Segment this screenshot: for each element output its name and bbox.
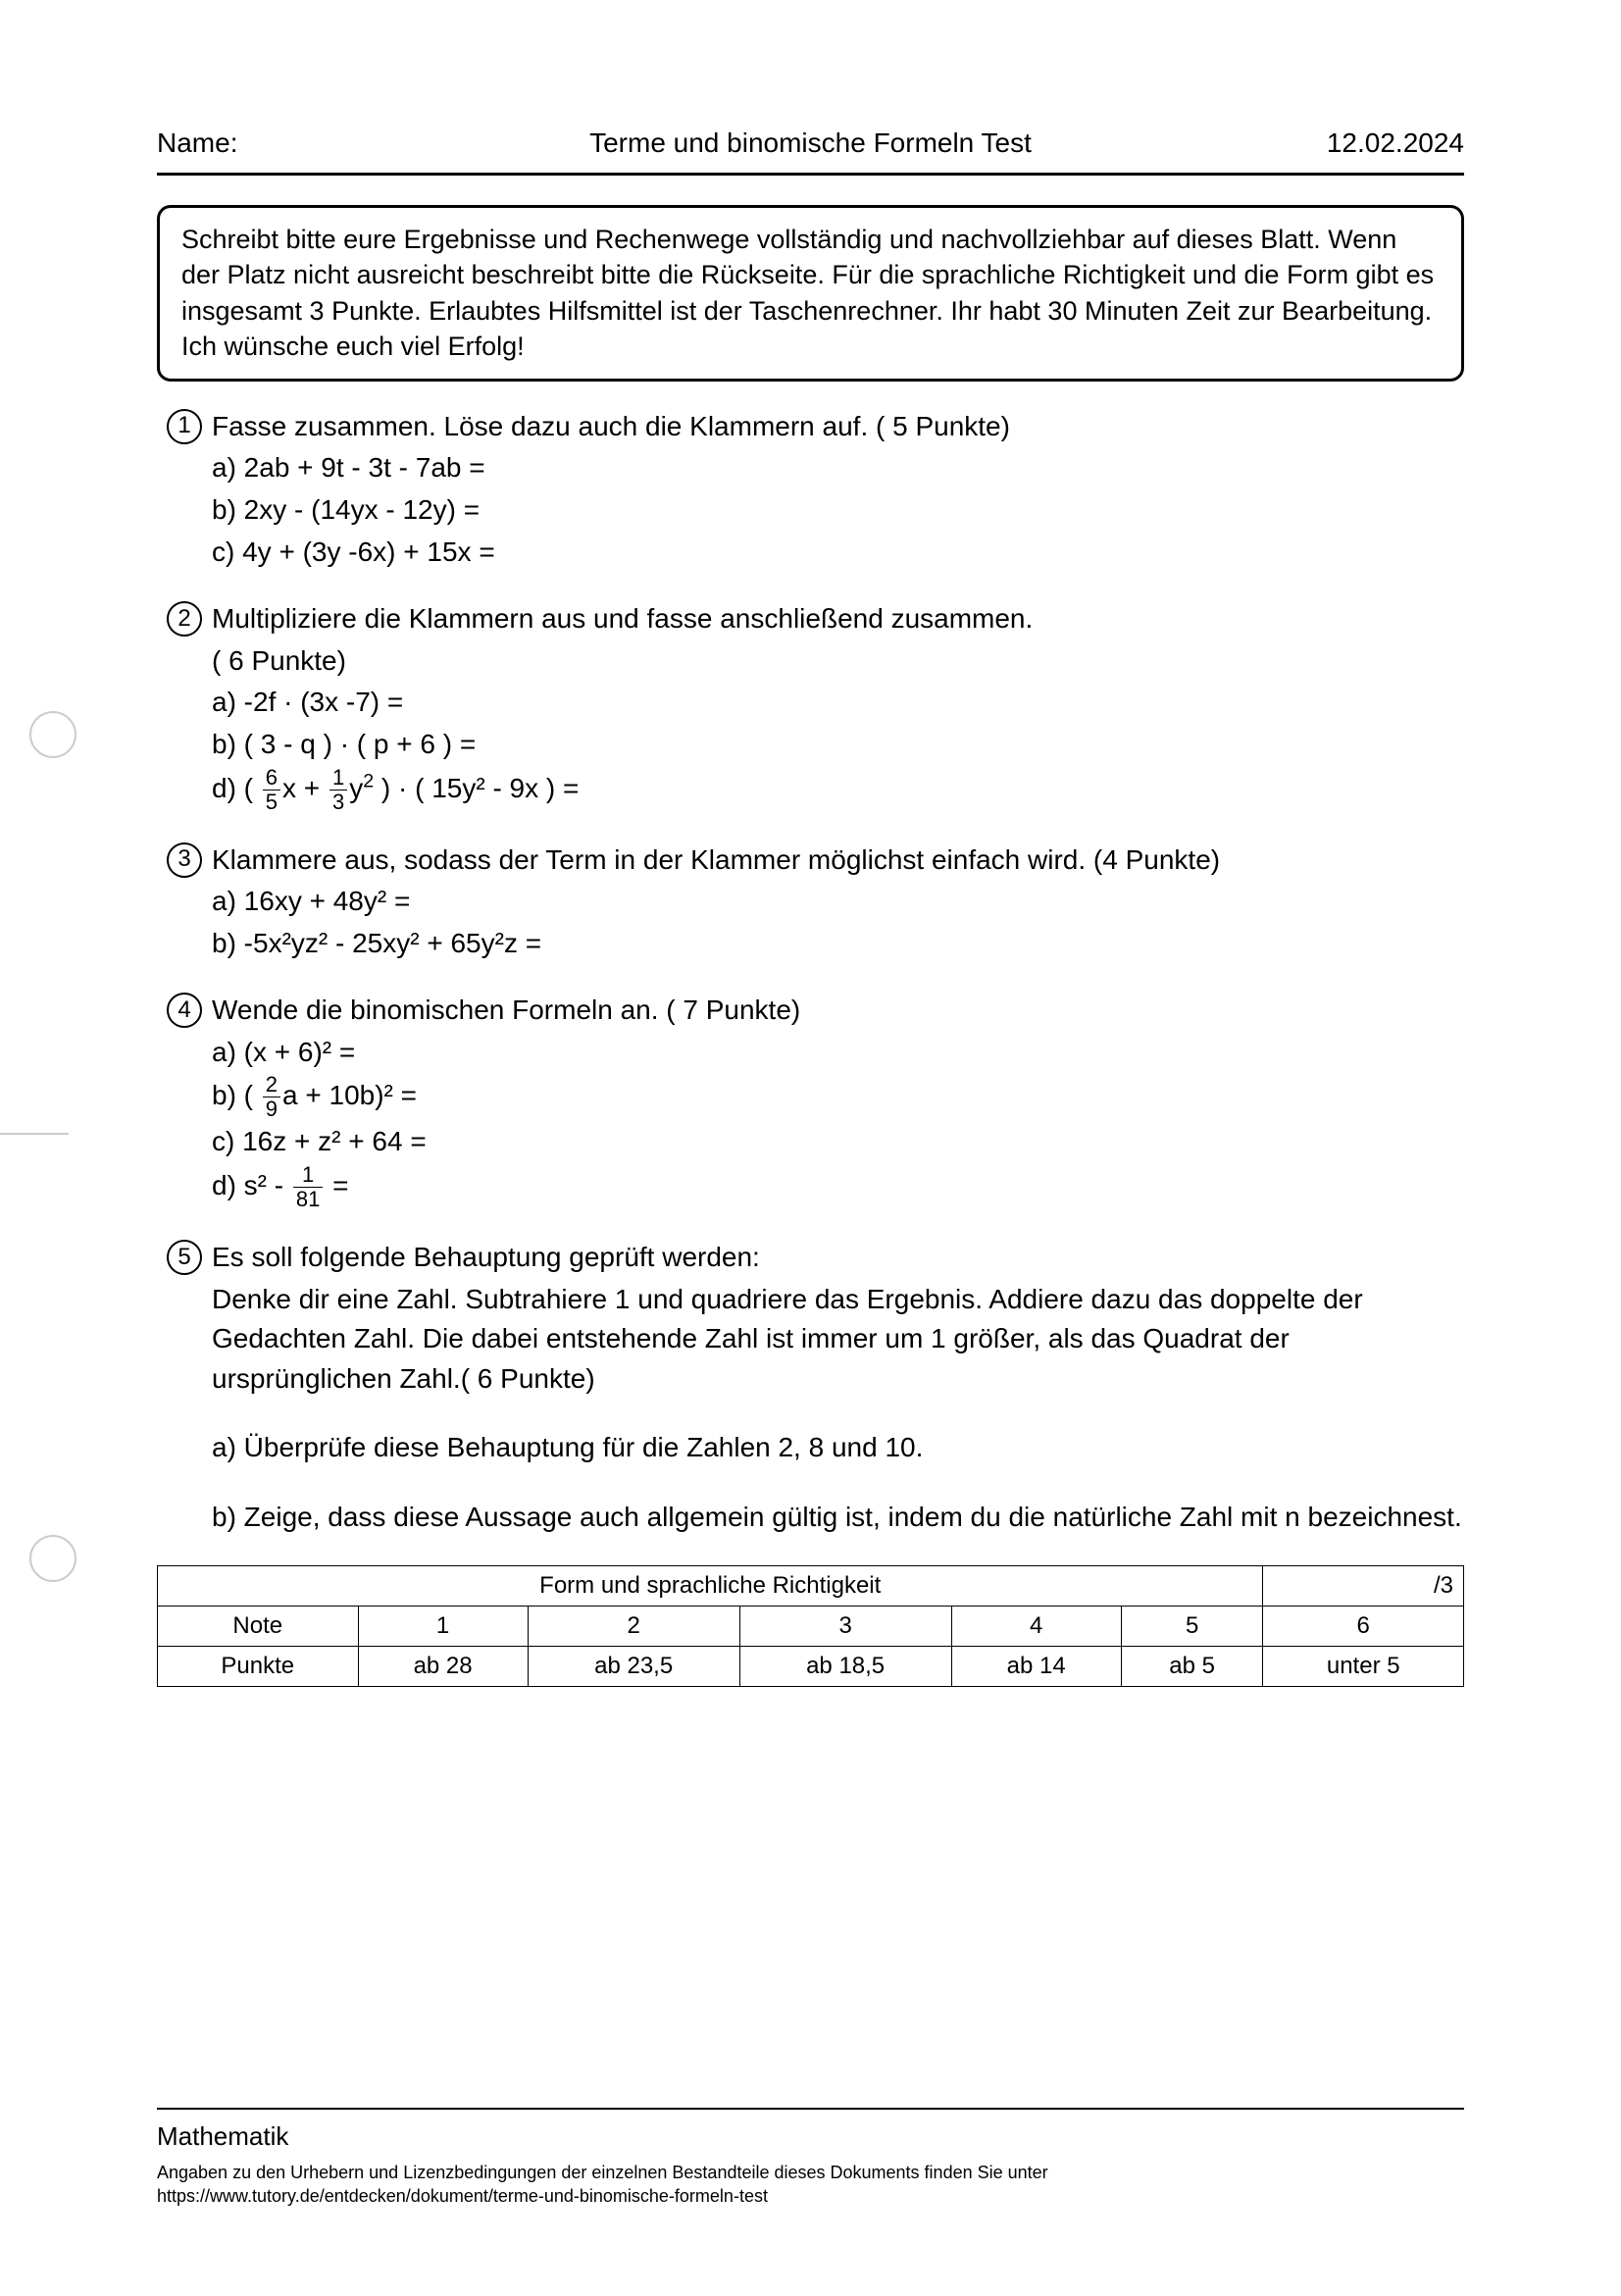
grade-cell: 2 [528, 1606, 739, 1646]
text: b) ( [212, 1080, 261, 1110]
text: ) · ( 15y² - 9x ) = [374, 772, 579, 802]
grade-cell: 3 [739, 1606, 951, 1646]
threshold-cell: ab 28 [358, 1646, 528, 1686]
frac-den: 9 [263, 1097, 280, 1120]
threshold-cell: ab 18,5 [739, 1646, 951, 1686]
task-sub: a) 2ab + 9t - 3t - 7ab = [212, 448, 1464, 488]
task-sub: b) Zeige, dass diese Aussage auch allgem… [212, 1498, 1464, 1538]
task-prompt-points: ( 6 Punkte) [212, 641, 1464, 682]
task-number: 5 [157, 1238, 212, 1540]
row-label: Punkte [158, 1646, 359, 1686]
grade-cell: 1 [358, 1606, 528, 1646]
task-number: 3 [157, 841, 212, 966]
task-sub: b) -5x²yz² - 25xy² + 65y²z = [212, 924, 1464, 964]
task-body: Klammere aus, sodass der Term in der Kla… [212, 841, 1464, 966]
fraction: 29 [263, 1074, 280, 1120]
form-label: Form und sprachliche Richtigkeit [158, 1565, 1263, 1606]
attrib-url: https://www.tutory.de/entdecken/dokument… [157, 2185, 1464, 2208]
task-prompt: Es soll folgende Behauptung geprüft werd… [212, 1238, 1464, 1278]
task-prompt: Klammere aus, sodass der Term in der Kla… [212, 841, 1464, 881]
table-row: Note 1 2 3 4 5 6 [158, 1606, 1464, 1646]
grade-cell: 4 [951, 1606, 1121, 1646]
task-number-circle: 3 [167, 842, 202, 878]
attrib-line: Angaben zu den Urhebern und Lizenzbeding… [157, 2162, 1464, 2184]
instructions-box: Schreibt bitte eure Ergebnisse und Reche… [157, 205, 1464, 382]
task-sub: a) (x + 6)² = [212, 1033, 1464, 1073]
task-5: 5 Es soll folgende Behauptung geprüft we… [157, 1238, 1464, 1540]
task-number-circle: 2 [167, 601, 202, 637]
page-title: Terme und binomische Formeln Test [483, 128, 1138, 159]
task-prompt: Fasse zusammen. Löse dazu auch die Klamm… [212, 407, 1464, 447]
task-number-circle: 5 [167, 1240, 202, 1275]
task-1: 1 Fasse zusammen. Löse dazu auch die Kla… [157, 407, 1464, 574]
task-prompt: Multipliziere die Klammern aus und fasse… [212, 599, 1464, 639]
task-2: 2 Multipliziere die Klammern aus und fas… [157, 599, 1464, 814]
frac-num: 1 [293, 1164, 323, 1188]
punch-hole-top [29, 711, 76, 758]
exponent: 2 [363, 770, 374, 791]
task-sub: c) 4y + (3y -6x) + 15x = [212, 533, 1464, 573]
frac-num: 1 [329, 767, 347, 791]
task-body-text: Denke dir eine Zahl. Subtrahiere 1 und q… [212, 1280, 1464, 1400]
task-number: 4 [157, 991, 212, 1212]
threshold-cell: ab 5 [1121, 1646, 1263, 1686]
footer-subject: Mathematik [157, 2121, 1464, 2152]
punch-hole-bottom [29, 1535, 76, 1582]
header: Name: Terme und binomische Formeln Test … [157, 128, 1464, 176]
task-sub: b) ( 3 - q ) · ( p + 6 ) = [212, 725, 1464, 765]
task-3: 3 Klammere aus, sodass der Term in der K… [157, 841, 1464, 966]
frac-num: 2 [263, 1074, 280, 1097]
task-number-circle: 1 [167, 409, 202, 444]
text: x + [282, 772, 328, 802]
task-number: 2 [157, 599, 212, 814]
text: a + 10b)² = [282, 1080, 417, 1110]
text: y [349, 772, 363, 802]
table-row: Punkte ab 28 ab 23,5 ab 18,5 ab 14 ab 5 … [158, 1646, 1464, 1686]
task-sub: a) 16xy + 48y² = [212, 882, 1464, 922]
task-sub: c) 16z + z² + 64 = [212, 1122, 1464, 1162]
frac-den: 81 [293, 1188, 323, 1210]
fold-mark [0, 1133, 69, 1135]
fraction: 181 [293, 1164, 323, 1210]
task-4: 4 Wende die binomischen Formeln an. ( 7 … [157, 991, 1464, 1212]
fraction: 13 [329, 767, 347, 813]
footer: Mathematik Angaben zu den Urhebern und L… [157, 2108, 1464, 2208]
grade-cell: 5 [1121, 1606, 1263, 1646]
text: d) s² - [212, 1170, 291, 1200]
task-sub: b) 2xy - (14yx - 12y) = [212, 490, 1464, 531]
frac-num: 6 [263, 767, 280, 791]
fraction: 65 [263, 767, 280, 813]
table-row: Form und sprachliche Richtigkeit /3 [158, 1565, 1464, 1606]
task-sub: d) s² - 181 = [212, 1164, 1464, 1210]
task-body: Multipliziere die Klammern aus und fasse… [212, 599, 1464, 814]
task-body: Es soll folgende Behauptung geprüft werd… [212, 1238, 1464, 1540]
instructions-text: Schreibt bitte eure Ergebnisse und Reche… [181, 225, 1434, 361]
page: Name: Terme und binomische Formeln Test … [0, 0, 1621, 2296]
task-body: Wende die binomischen Formeln an. ( 7 Pu… [212, 991, 1464, 1212]
form-points: /3 [1263, 1565, 1464, 1606]
threshold-cell: ab 14 [951, 1646, 1121, 1686]
task-sub: a) -2f · (3x -7) = [212, 683, 1464, 723]
task-sub: b) ( 29a + 10b)² = [212, 1074, 1464, 1120]
task-number: 1 [157, 407, 212, 574]
task-sub: a) Überprüfe diese Behauptung für die Za… [212, 1428, 1464, 1468]
threshold-cell: ab 23,5 [528, 1646, 739, 1686]
row-label: Note [158, 1606, 359, 1646]
name-label: Name: [157, 128, 483, 159]
threshold-cell: unter 5 [1263, 1646, 1464, 1686]
grade-table: Form und sprachliche Richtigkeit /3 Note… [157, 1565, 1464, 1687]
task-body: Fasse zusammen. Löse dazu auch die Klamm… [212, 407, 1464, 574]
frac-den: 3 [329, 791, 347, 813]
task-number-circle: 4 [167, 993, 202, 1028]
date: 12.02.2024 [1138, 128, 1464, 159]
task-prompt: Wende die binomischen Formeln an. ( 7 Pu… [212, 991, 1464, 1031]
grade-cell: 6 [1263, 1606, 1464, 1646]
text: d) ( [212, 772, 261, 802]
text: = [325, 1170, 348, 1200]
frac-den: 5 [263, 791, 280, 813]
task-sub: d) ( 65x + 13y2 ) · ( 15y² - 9x ) = [212, 767, 1464, 813]
footer-attribution: Angaben zu den Urhebern und Lizenzbeding… [157, 2162, 1464, 2208]
